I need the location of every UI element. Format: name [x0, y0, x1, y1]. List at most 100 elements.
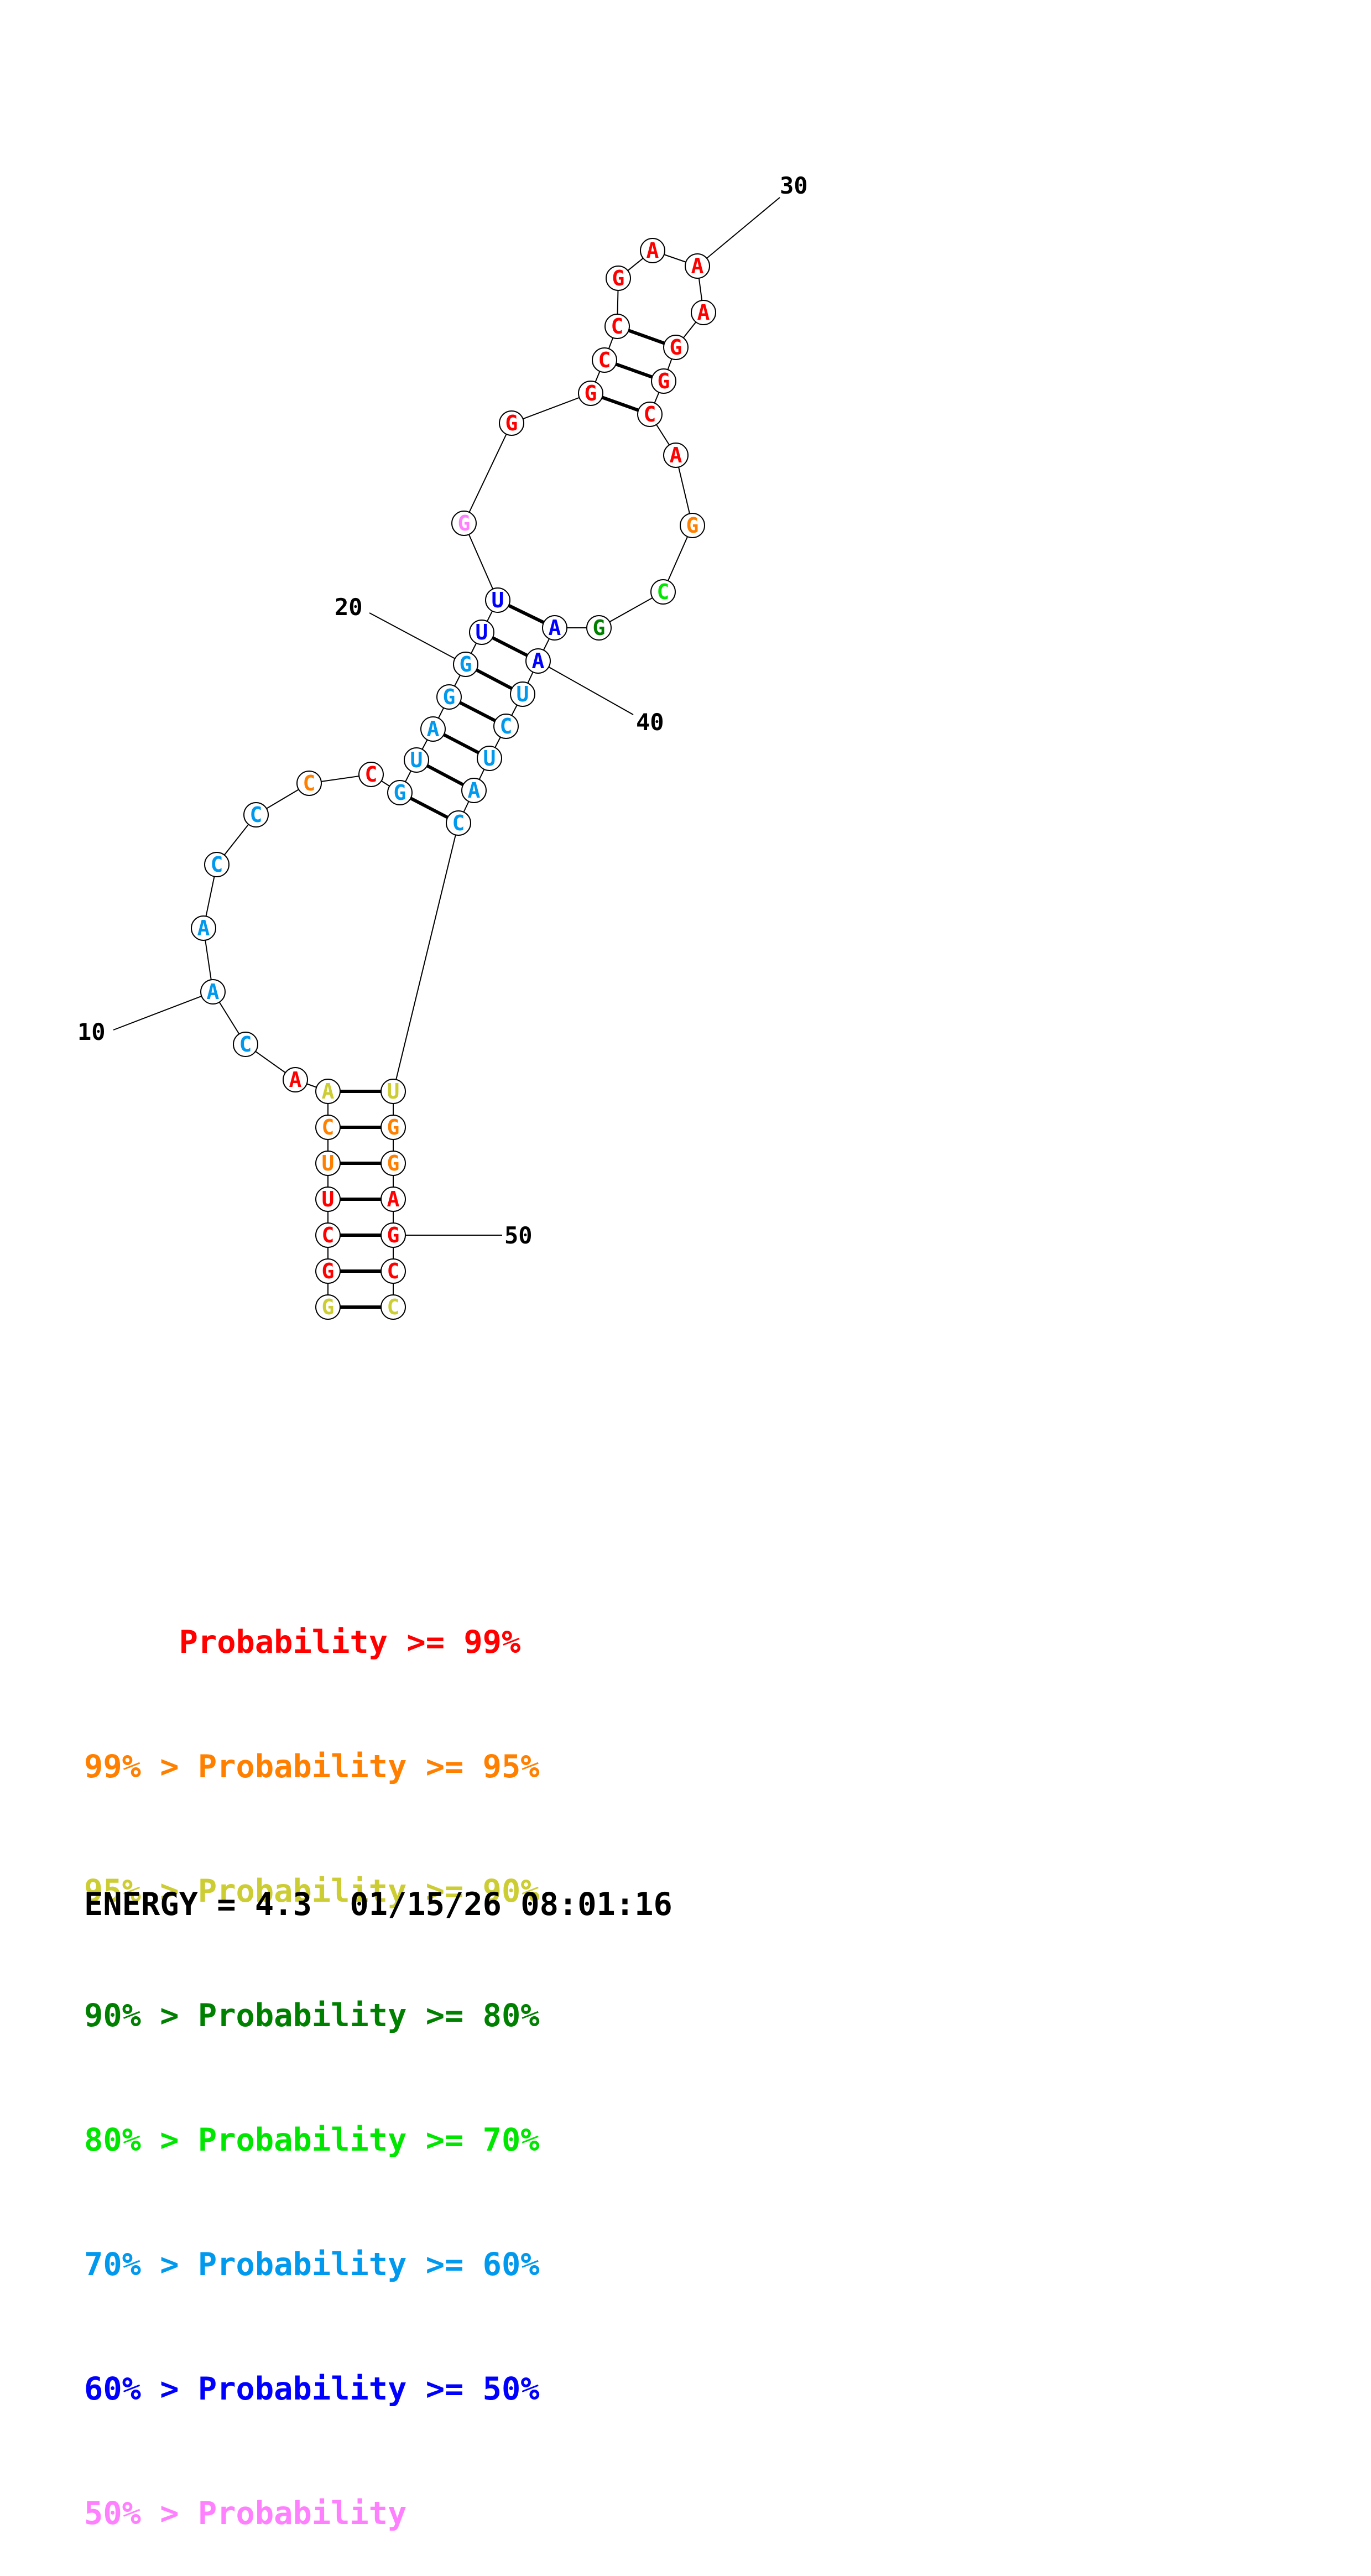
nucleotide-base: A — [691, 254, 704, 278]
nucleotide-base: G — [612, 266, 625, 290]
nucleotide-circle — [380, 1079, 406, 1104]
index-tick-line — [697, 197, 780, 267]
nucleotide-circle — [380, 1151, 406, 1176]
nucleotide: G — [578, 381, 603, 406]
nucleotide-circle — [650, 579, 676, 605]
nucleotide-circle — [651, 368, 676, 394]
nucleotide-circle — [200, 979, 226, 1005]
nucleotide: A — [315, 1079, 341, 1104]
nucleotide: C — [650, 579, 676, 605]
nucleotide-circle — [404, 747, 429, 773]
nucleotide-base: A — [427, 717, 440, 741]
backbone-segment — [463, 523, 498, 601]
nucleotide-circle — [380, 1258, 406, 1284]
nucleotide-base: G — [460, 652, 472, 676]
nucleotide-circle — [461, 778, 487, 803]
nucleotide: C — [204, 852, 230, 877]
nucleotide: A — [542, 615, 567, 641]
nucleotide: U — [469, 620, 494, 645]
nucleotide: G — [651, 368, 676, 394]
nucleotide: G — [453, 652, 478, 677]
nucleotide-base: C — [644, 402, 656, 426]
nucleotide: A — [461, 778, 487, 803]
nucleotide-base: U — [476, 620, 488, 644]
nucleotide: C — [315, 1222, 341, 1248]
nucleotide-circle — [606, 266, 631, 291]
nucleotide: A — [283, 1067, 308, 1092]
nucleotide-base: G — [585, 381, 597, 405]
nucleotide-circle — [315, 1115, 341, 1140]
legend-line-90-95: 95% > Probability >= 90% — [84, 1873, 540, 1909]
nucleotide: C — [637, 402, 663, 427]
nucleotide: A — [380, 1186, 406, 1212]
nucleotide-circle — [315, 1151, 341, 1176]
nucleotide-circle — [493, 714, 519, 739]
nucleotide-base: A — [207, 980, 220, 1004]
nucleotide: U — [404, 747, 429, 773]
nucleotide-base: C — [211, 852, 223, 877]
nucleotide-base: C — [322, 1115, 335, 1139]
nucleotide-base: A — [670, 443, 682, 467]
nucleotide-base: U — [387, 1079, 400, 1104]
nucleotide: C — [380, 1258, 406, 1284]
nucleotide-base: G — [593, 616, 606, 640]
nucleotide-circle — [604, 314, 630, 339]
nucleotide-circle — [477, 746, 502, 771]
index-label: 10 — [77, 1018, 106, 1045]
nucleotide-base: C — [387, 1295, 400, 1319]
nucleotide-circle — [680, 513, 705, 538]
nucleotide-circle — [510, 681, 535, 707]
energy-timestamp: ENERGY = 4.3 01/15/26 08:01:16 — [84, 1886, 673, 1923]
index-tick-line — [538, 660, 634, 715]
nucleotide: G — [315, 1294, 341, 1320]
nucleotide-circle — [586, 615, 612, 641]
nucleotide-base: U — [322, 1187, 335, 1211]
nucleotide-base: C — [322, 1223, 335, 1247]
nucleotide-base: C — [303, 771, 316, 795]
nucleotide: A — [685, 253, 710, 279]
legend-line-70-80: 80% > Probability >= 70% — [84, 2122, 540, 2158]
index-label: 40 — [636, 709, 664, 736]
nucleotide: G — [451, 511, 477, 536]
nucleotide: U — [477, 746, 502, 771]
nucleotide-base: G — [387, 1151, 400, 1175]
nucleotide-circle — [233, 1032, 258, 1057]
nucleotide-circle — [578, 381, 603, 406]
nucleotide-circle — [453, 652, 478, 677]
backbone-segment — [463, 423, 512, 524]
nucleotide-base: A — [289, 1068, 302, 1092]
nucleotide-base: G — [443, 685, 456, 709]
nucleotide-circle — [485, 587, 510, 613]
legend-line-ge99: Probability >= 99% — [84, 1624, 521, 1661]
nucleotide-circle — [315, 1258, 341, 1284]
nucleotide-circle — [380, 1294, 406, 1320]
nucleotide-base: A — [468, 778, 481, 803]
nucleotide: C — [493, 714, 519, 739]
nucleotide-circle — [204, 852, 230, 877]
legend-line-80-90: 90% > Probability >= 80% — [84, 1997, 540, 2034]
index-label: 30 — [780, 172, 808, 199]
nucleotide-base: C — [250, 803, 263, 827]
legend-line-95-99: 99% > Probability >= 95% — [84, 1748, 540, 1785]
nucleotide: U — [485, 587, 510, 613]
nucleotide-base: A — [322, 1079, 335, 1104]
nucleotide-base: G — [670, 335, 682, 360]
nucleotide: A — [663, 443, 689, 468]
nucleotide: A — [191, 915, 216, 941]
nucleotide-circle — [592, 347, 617, 373]
nucleotide-circle — [451, 511, 477, 536]
nucleotide-base: G — [322, 1259, 335, 1283]
nucleotide-base: G — [686, 513, 699, 538]
nucleotide-base: A — [549, 616, 561, 640]
nucleotide-base: G — [505, 411, 518, 435]
legend-line-lt50: 50% > Probability — [84, 2495, 407, 2532]
nucleotide-circle — [640, 238, 665, 263]
nucleotide-base: U — [492, 588, 504, 612]
nucleotide-circle — [380, 1115, 406, 1140]
index-tick-line — [369, 612, 466, 665]
nucleotide: C — [592, 347, 617, 373]
nucleotide: G — [586, 615, 612, 641]
nucleotide-base: U — [483, 746, 496, 771]
nucleotide-circle — [663, 335, 689, 360]
nucleotide-circle — [191, 915, 216, 941]
